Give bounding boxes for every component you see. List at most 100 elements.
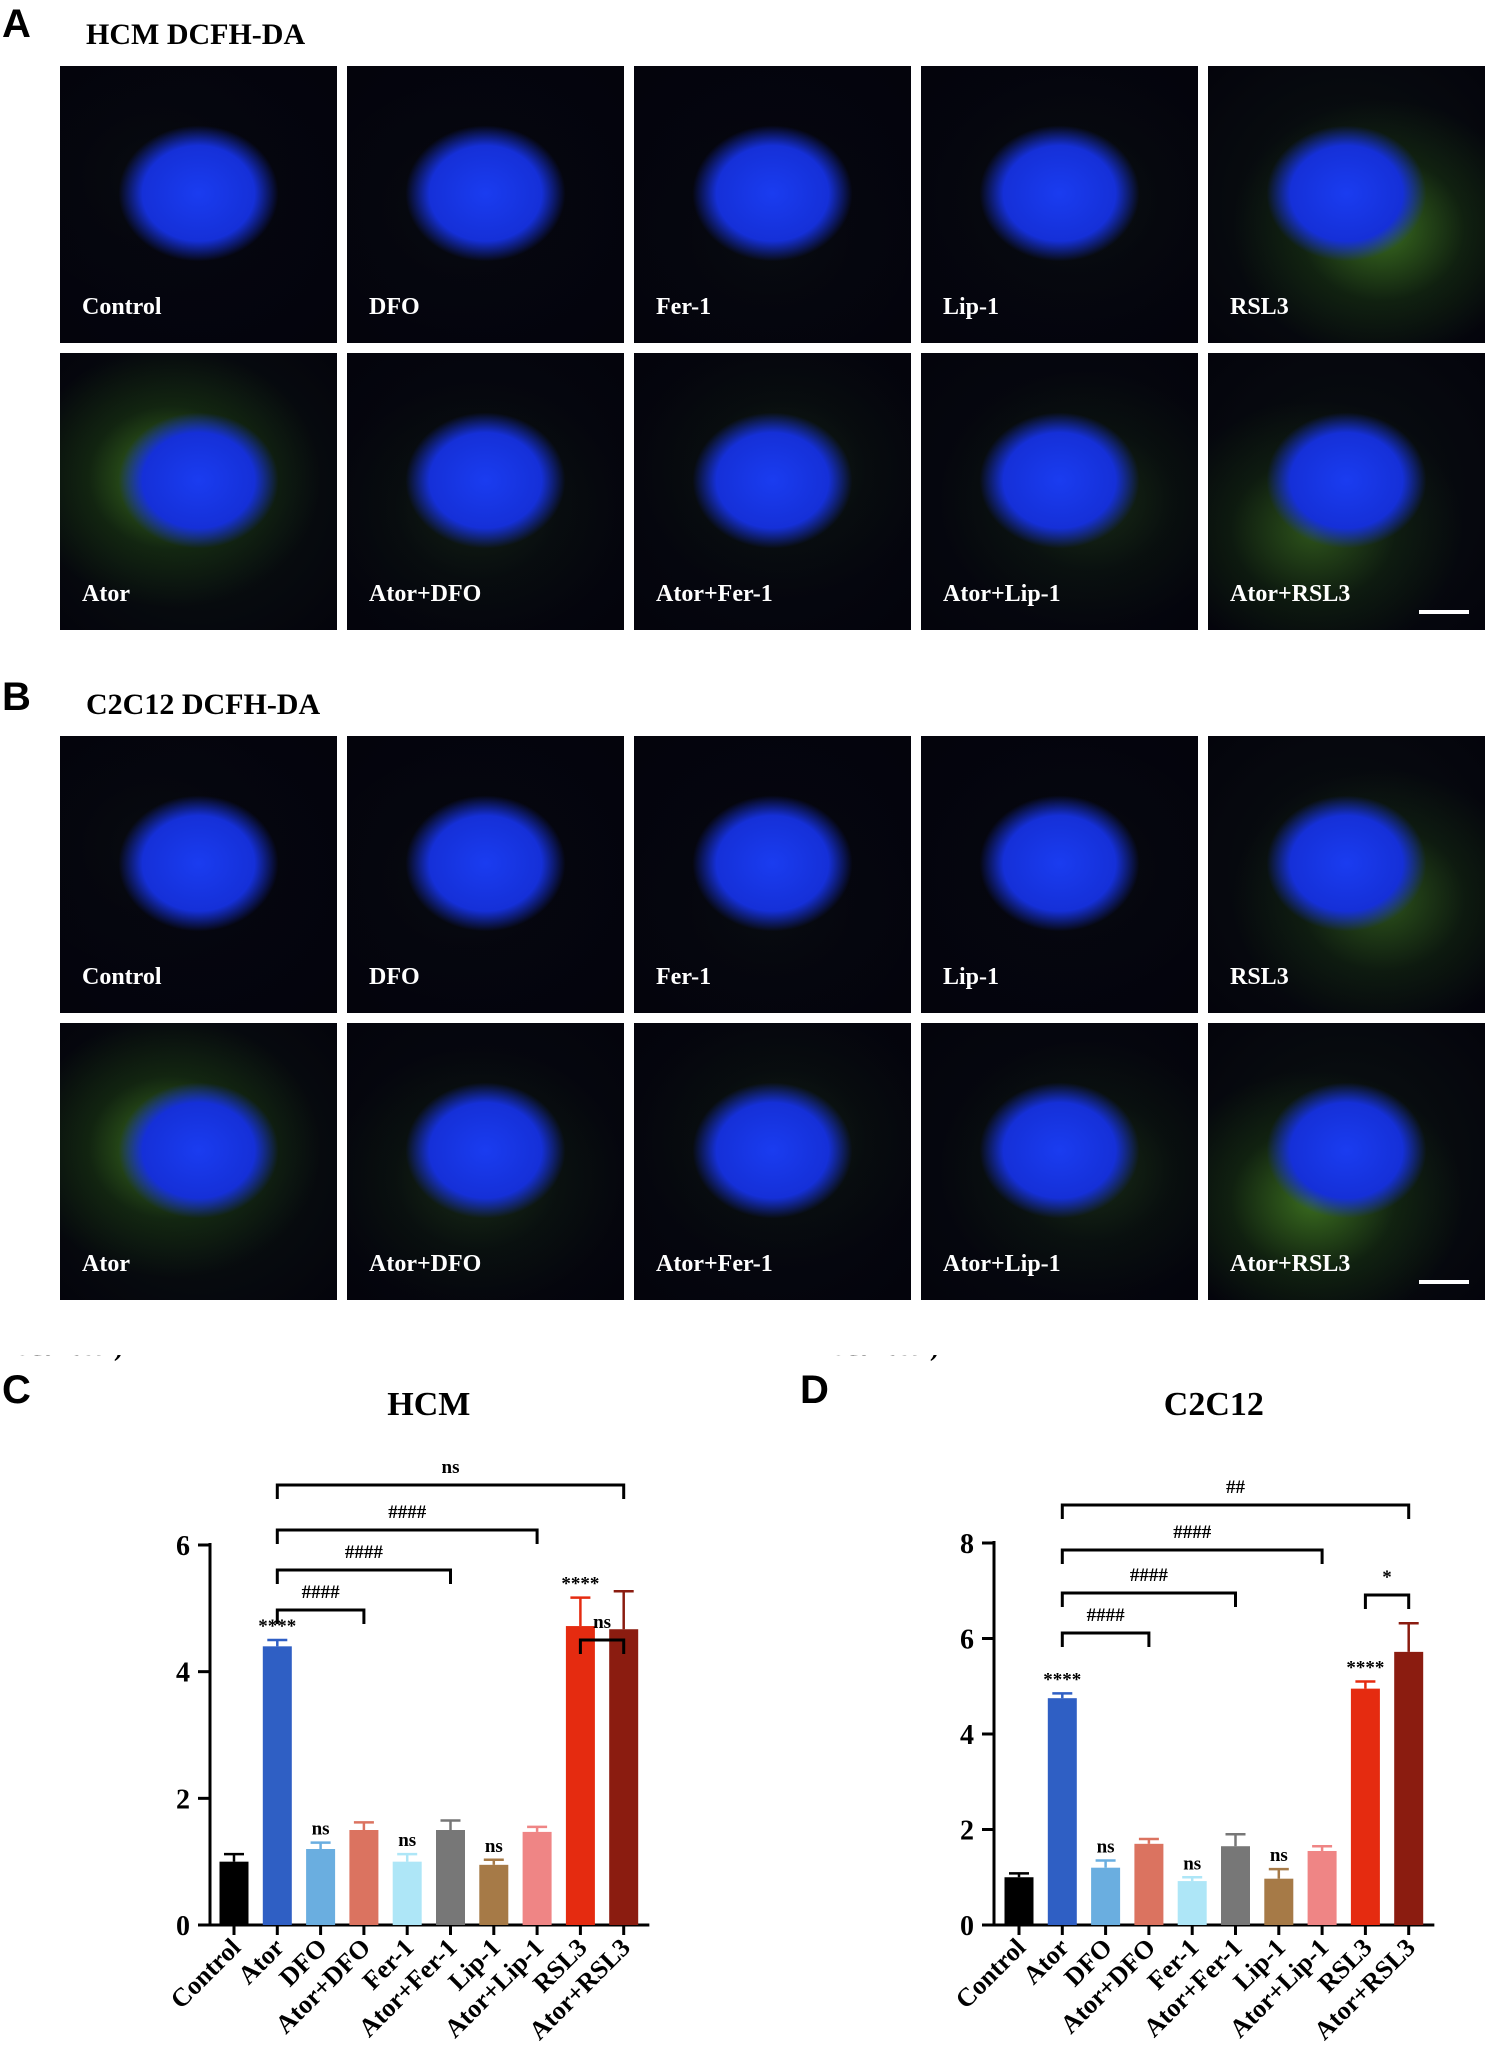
bracket-label: #### xyxy=(1130,1565,1169,1586)
cell-fluorescence xyxy=(60,1023,337,1300)
micrograph-label: Ator+Fer-1 xyxy=(656,1251,773,1277)
micrograph-ator: Ator xyxy=(60,1023,337,1300)
panel-letter-d: D xyxy=(800,1368,829,1412)
micrograph-ator-fer-1: Ator+Fer-1 xyxy=(634,1023,911,1300)
bar-rsl3 xyxy=(1350,1688,1380,1925)
bar-ator xyxy=(262,1646,292,1925)
micrograph-label: RSL3 xyxy=(1230,294,1289,320)
significance-mark: ns xyxy=(312,1819,330,1840)
bar-lip-1 xyxy=(479,1864,509,1925)
y-axis-label: fluorescence xyxy=(836,1355,910,1362)
micrograph-control: Control xyxy=(60,66,337,343)
cell-fluorescence xyxy=(634,1023,911,1300)
bracket-label: #### xyxy=(388,1502,427,1523)
significance-mark: **** xyxy=(258,1616,296,1637)
cell-fluorescence xyxy=(921,353,1198,630)
micrograph-rsl3: RSL3 xyxy=(1208,736,1485,1013)
y-tick-label: 6 xyxy=(960,1625,974,1656)
y-axis-label: fluorescence xyxy=(20,1355,94,1362)
panel-letter-a: A xyxy=(2,2,31,46)
cell-fluorescence xyxy=(634,736,911,1013)
cell-fluorescence xyxy=(634,353,911,630)
bar-ator-lip-1 xyxy=(522,1831,552,1925)
micrograph-dfo: DFO xyxy=(347,66,624,343)
y-axis-label: Relative DCFH-DA xyxy=(836,1355,954,1362)
micrograph-label: Ator xyxy=(82,581,130,607)
bar-control xyxy=(219,1861,249,1925)
micrograph-label: Fer-1 xyxy=(656,294,712,320)
significance-bracket xyxy=(275,1608,366,1624)
bracket-label: #### xyxy=(345,1542,384,1563)
cell-fluorescence xyxy=(347,353,624,630)
micrograph-ator-dfo: Ator+DFO xyxy=(347,353,624,630)
y-tick-label: 6 xyxy=(176,1531,190,1562)
cell-fluorescence xyxy=(921,1023,1198,1300)
x-tick-label: Ator xyxy=(1017,1933,1074,1990)
significance-bracket xyxy=(275,1528,539,1544)
micrograph-ator-lip-1: Ator+Lip-1 xyxy=(921,353,1198,630)
bracket-label: #### xyxy=(1087,1605,1126,1626)
scale-bar xyxy=(1419,1280,1469,1284)
bracket-label: ns xyxy=(593,1612,611,1633)
micrograph-control: Control xyxy=(60,736,337,1013)
micrograph-label: Ator+DFO xyxy=(369,581,482,607)
y-tick-label: 0 xyxy=(960,1911,974,1942)
bracket-label: #### xyxy=(302,1582,341,1603)
micrograph-lip-1: Lip-1 xyxy=(921,736,1198,1013)
bar-dfo xyxy=(1091,1867,1121,1925)
x-tick-label: Ator xyxy=(232,1933,289,1990)
significance-bracket xyxy=(275,1568,452,1584)
significance-mark: **** xyxy=(561,1574,599,1595)
micrograph-label: Lip-1 xyxy=(943,964,1000,990)
cell-fluorescence xyxy=(921,66,1198,343)
significance-mark: ns xyxy=(1270,1845,1288,1866)
y-axis-label: (Ratio to control) xyxy=(20,1355,123,1362)
significance-mark: ns xyxy=(1183,1853,1201,1874)
micrograph-fer-1: Fer-1 xyxy=(634,736,911,1013)
bracket-label: ns xyxy=(442,1457,460,1478)
cell-fluorescence xyxy=(1208,353,1485,630)
hcm-bar-chart: HCM Relative DCFH-DAfluorescence(Ratio to… xyxy=(20,1355,740,2065)
cell-fluorescence xyxy=(347,1023,624,1300)
c2c12-bar-chart: C2C12 Relative DCFH-DAfluorescence(Ratio … xyxy=(836,1355,1494,2065)
cell-fluorescence xyxy=(1208,1023,1485,1300)
hcm-image-grid: Control DFO Fer-1 Lip-1 RSL3 Ator Ator+DFO Ator… xyxy=(60,66,1485,630)
significance-bracket xyxy=(1363,1593,1411,1609)
bar-ator-dfo xyxy=(1134,1843,1164,1925)
panel-b-title: C2C12 DCFH-DA xyxy=(86,688,321,721)
cell-fluorescence xyxy=(1208,736,1485,1013)
micrograph-lip-1: Lip-1 xyxy=(921,66,1198,343)
significance-bracket xyxy=(1060,1591,1237,1607)
micrograph-label: Ator+RSL3 xyxy=(1230,581,1351,607)
y-tick-label: 4 xyxy=(176,1658,190,1689)
micrograph-ator-lip-1: Ator+Lip-1 xyxy=(921,1023,1198,1300)
micrograph-label: Ator xyxy=(82,1251,130,1277)
micrograph-dfo: DFO xyxy=(347,736,624,1013)
micrograph-ator: Ator xyxy=(60,353,337,630)
bar-ator-rsl3 xyxy=(609,1629,639,1925)
micrograph-label: Lip-1 xyxy=(943,294,1000,320)
cell-fluorescence xyxy=(60,66,337,343)
chart-title: C2C12 xyxy=(1164,1386,1264,1423)
bar-ator-fer-1 xyxy=(1221,1846,1250,1925)
bar-ator-dfo xyxy=(349,1830,379,1925)
bar-ator-rsl3 xyxy=(1394,1651,1424,1925)
micrograph-label: Ator+Lip-1 xyxy=(943,581,1061,607)
cell-fluorescence xyxy=(1208,66,1485,343)
micrograph-label: Ator+DFO xyxy=(369,1251,482,1277)
bar-lip-1 xyxy=(1264,1878,1294,1925)
micrograph-label: Ator+Fer-1 xyxy=(656,581,773,607)
cell-fluorescence xyxy=(634,66,911,343)
scale-bar xyxy=(1419,610,1469,614)
cell-fluorescence xyxy=(921,736,1198,1013)
micrograph-fer-1: Fer-1 xyxy=(634,66,911,343)
bracket-label: #### xyxy=(1173,1522,1212,1543)
bar-ator-fer-1 xyxy=(436,1830,465,1925)
micrograph-label: DFO xyxy=(369,964,420,990)
bar-ator xyxy=(1047,1698,1077,1925)
micrograph-label: Control xyxy=(82,964,162,990)
bar-fer-1 xyxy=(1177,1881,1207,1925)
micrograph-ator-fer-1: Ator+Fer-1 xyxy=(634,353,911,630)
cell-fluorescence xyxy=(347,736,624,1013)
bar-rsl3 xyxy=(565,1626,595,1925)
